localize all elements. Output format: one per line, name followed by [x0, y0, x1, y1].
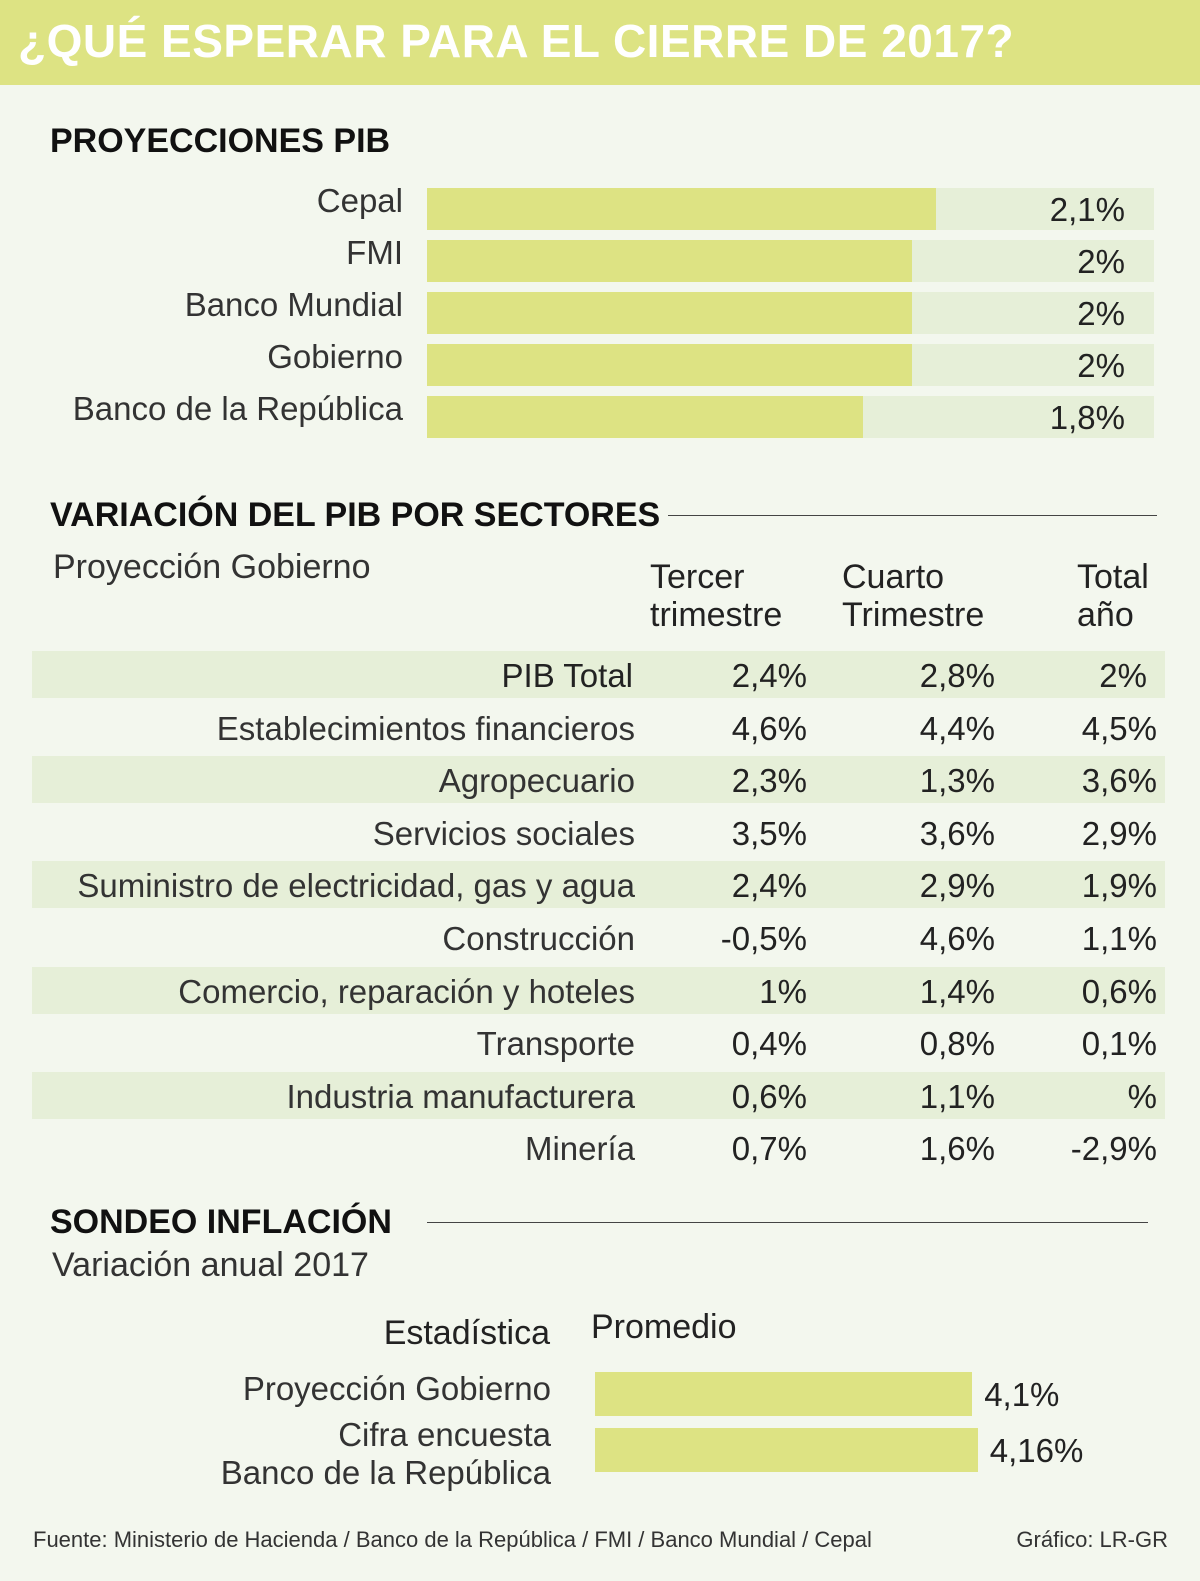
column-header: Total año: [1077, 558, 1149, 634]
table-cell: 0,1%: [1081, 1025, 1157, 1063]
column-header: Tercer trimestre: [650, 558, 783, 634]
table-cell: 1,9%: [1081, 867, 1157, 905]
column-header: Promedio: [591, 1308, 737, 1346]
bar: [427, 292, 912, 334]
table-cell: 2,9%: [1081, 814, 1157, 852]
row-label: Establecimientos financieros: [216, 709, 635, 747]
source: Fuente: Ministerio de Hacienda / Banco d…: [33, 1527, 872, 1552]
row-shade: [32, 861, 1165, 909]
table-cell: 1,3%: [919, 762, 995, 800]
section-subtitle: Proyección Gobierno: [53, 548, 371, 586]
rule: [668, 515, 1157, 516]
table-cell: 3,5%: [731, 814, 807, 852]
table-cell: 4,5%: [1081, 709, 1157, 747]
column-header: Estadística: [383, 1314, 550, 1352]
category-label: Proyección Gobierno: [242, 1370, 551, 1407]
table-cell: 0,8%: [919, 1025, 995, 1063]
section-title: PROYECCIONES PIB: [50, 122, 391, 160]
table-cell: 2,4%: [731, 657, 807, 694]
table-cell: 0,4%: [731, 1025, 807, 1063]
table-cell: 1,6%: [919, 1130, 995, 1168]
value-label: 2%: [1077, 295, 1125, 332]
table-cell: 1,1%: [919, 1077, 995, 1115]
category-label: Gobierno: [267, 338, 403, 375]
category-label: FMI: [346, 234, 403, 271]
table-cell: 4,6%: [731, 709, 807, 747]
row-label: PIB Total: [501, 657, 633, 694]
value-label: 2,1%: [1049, 191, 1125, 228]
table-cell: 2,4%: [731, 867, 807, 905]
column-header: Cuarto Trimestre: [842, 558, 985, 634]
table-cell: -0,5%: [720, 920, 807, 957]
table-cell: 4,6%: [919, 920, 995, 957]
table-cell: 4,4%: [919, 709, 995, 747]
value-label: 1,8%: [1049, 399, 1125, 436]
row-label: Agropecuario: [438, 762, 635, 800]
table-cell: 2,8%: [919, 657, 995, 694]
category-label: Cifra encuesta Banco de la República: [220, 1416, 551, 1491]
section-title: SONDEO INFLACIÓN: [50, 1203, 392, 1241]
bar: [595, 1428, 978, 1472]
table-cell: 3,6%: [1081, 762, 1157, 800]
row-label: Suministro de electricidad, gas y agua: [77, 867, 635, 905]
table-cell: 2,9%: [919, 867, 995, 905]
row-shade: [32, 1071, 1165, 1119]
page-title: ¿QUÉ ESPERAR PARA EL CIERRE DE 2017?: [18, 15, 1015, 67]
row-shade: [32, 966, 1165, 1014]
table-cell: 1,1%: [1081, 920, 1157, 957]
row-label: Industria manufacturera: [286, 1077, 635, 1115]
bar: [595, 1372, 973, 1416]
bar: [427, 240, 912, 282]
table-cell: -2,9%: [1070, 1130, 1157, 1168]
section-title: VARIACIÓN DEL PIB POR SECTORES: [50, 496, 661, 534]
bar: [427, 344, 912, 386]
category-label: Banco Mundial: [184, 286, 403, 323]
value-label: 4,1%: [984, 1376, 1060, 1413]
header-band: [0, 0, 1200, 85]
category-label: Cepal: [316, 182, 403, 219]
table-cell: 0,7%: [731, 1130, 807, 1168]
table-cell: 2%: [1099, 657, 1147, 694]
table-cell: 1%: [759, 972, 807, 1010]
table-cell: %: [1127, 1077, 1157, 1115]
row-label: Minería: [524, 1130, 635, 1168]
credit: Gráfico: LR-GR: [1016, 1527, 1168, 1552]
table-cell: 0,6%: [731, 1077, 807, 1115]
value-label: 2%: [1077, 243, 1125, 280]
table-cell: 1,4%: [919, 972, 995, 1010]
bar: [427, 396, 864, 438]
table-cell: 3,6%: [919, 814, 995, 852]
row-label: Servicios sociales: [372, 814, 635, 852]
value-label: 2%: [1077, 347, 1125, 384]
category-label: Banco de la República: [72, 390, 403, 427]
section-subtitle: Variación anual 2017: [52, 1246, 369, 1284]
bar: [427, 188, 936, 230]
table-cell: 2,3%: [731, 762, 807, 800]
row-label: Construcción: [442, 920, 635, 957]
row-label: Comercio, reparación y hoteles: [178, 972, 635, 1010]
rule: [427, 1222, 1148, 1223]
table-cell: 0,6%: [1081, 972, 1157, 1010]
row-shade: [32, 756, 1165, 804]
row-label: Transporte: [476, 1025, 635, 1063]
value-label: 4,16%: [989, 1432, 1084, 1469]
row-shade: [32, 651, 1165, 698]
